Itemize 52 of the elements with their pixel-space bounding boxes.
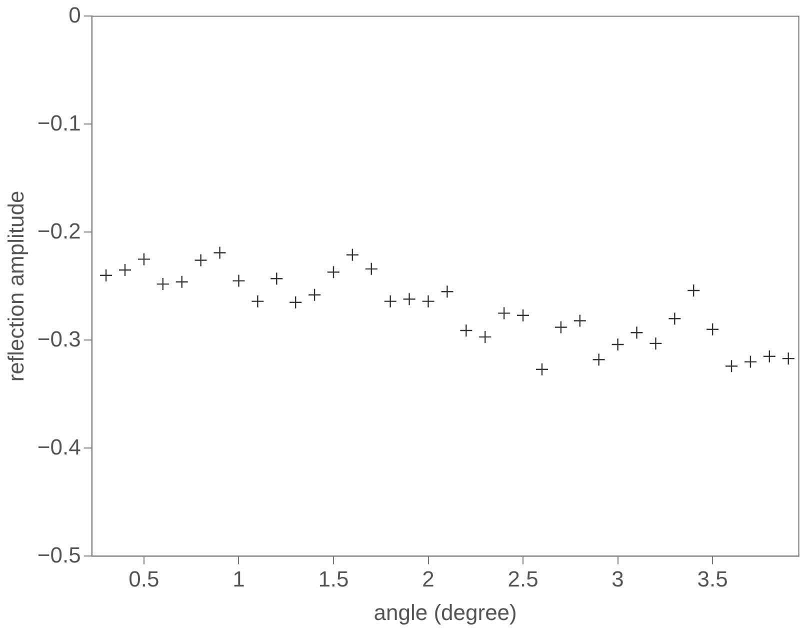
point [118,263,132,277]
y-tick-label: −0.2 [37,218,81,244]
point [611,338,624,352]
point [782,352,795,366]
point [364,262,378,276]
x-tick-label: 0.5 [128,566,160,592]
point [232,274,246,288]
point [724,360,738,373]
x-tick-label: 3.5 [697,566,728,592]
point [573,314,586,328]
point [194,254,208,267]
x-tick-label: 2.5 [508,566,538,592]
point [516,308,530,322]
point [497,306,511,320]
point [270,272,284,286]
point [440,285,454,298]
point [137,252,151,266]
point [422,294,435,308]
x-tick-label: 2 [422,566,434,592]
point [762,350,776,363]
point [326,266,340,279]
y-tick-label: −0.4 [37,434,81,460]
y-axis-title: reflection amplitude [3,190,28,382]
point [460,324,473,338]
point [346,248,360,262]
point [630,326,644,340]
point [744,355,758,368]
x-tick-label: 3 [612,566,624,592]
point [288,296,302,309]
point [156,277,170,291]
point [99,268,113,282]
point [308,288,322,302]
x-axis-title: angle (degree) [374,600,517,625]
y-tick-label: −0.5 [37,542,81,568]
point [251,294,264,308]
point [402,292,416,306]
point [213,246,226,260]
point [687,284,700,298]
y-tick-label: −0.3 [37,326,81,352]
x-tick-label: 1.5 [318,566,349,592]
point [706,322,720,336]
x-tick-label: 1 [232,566,245,592]
y-tick-label: −0.1 [37,110,81,136]
point [592,353,606,366]
point [175,275,188,288]
point [649,336,662,350]
point [668,312,682,326]
y-tick-label: 0 [68,2,81,28]
point [554,320,568,334]
point [478,330,492,344]
point [384,294,397,308]
point [535,362,549,376]
